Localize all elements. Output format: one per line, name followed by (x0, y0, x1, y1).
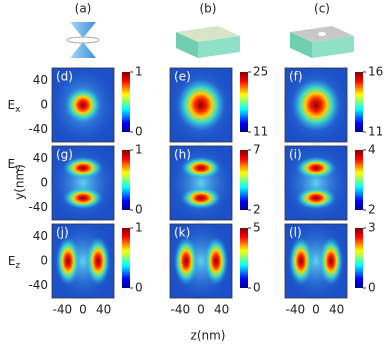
heatmap-frame (284, 67, 348, 143)
heatmap-blob (292, 79, 340, 131)
heatmap-blob (63, 157, 103, 179)
icon-b (176, 26, 240, 58)
row-label: Ex (8, 98, 22, 115)
y-tick-label: -40 (28, 122, 48, 136)
y-tick-label: -40 (28, 278, 48, 292)
row-label-main: E (8, 157, 16, 171)
panel-label: (g) (56, 148, 73, 162)
x-tick-label: -40 (286, 303, 306, 317)
x-tick-label: 40 (214, 303, 229, 317)
panel-label: (l) (289, 226, 302, 240)
heatmap-blob (174, 237, 198, 285)
heatmap-blob (289, 237, 313, 285)
panel-label: (f) (289, 70, 303, 84)
colorbar-tick-label: 3 (368, 221, 376, 235)
colorbar (122, 150, 130, 210)
heatmap-blob (65, 87, 101, 123)
panel-label: (c) (314, 2, 330, 16)
heatmap-frame (51, 145, 115, 221)
icon-a (66, 22, 100, 58)
colorbar-tick-label: 2 (368, 203, 376, 217)
x-axis-label: z(nm) (191, 329, 226, 343)
heatmap-blob (56, 237, 80, 285)
heatmap-blob (319, 237, 343, 285)
row-label-main: E (8, 98, 16, 112)
y-tick-label: 40 (33, 151, 48, 165)
x-tick-label: -40 (171, 303, 191, 317)
colorbar (240, 228, 248, 288)
heatmap-blob (181, 157, 221, 179)
x-tick-label: 40 (96, 303, 111, 317)
heatmap-frame (169, 67, 233, 143)
colorbar-tick-label: 1 (135, 65, 143, 79)
panel-label: (h) (174, 148, 191, 162)
y-tick-label: 0 (40, 98, 48, 112)
heatmap-frame (169, 223, 233, 299)
heatmap-blob (177, 79, 225, 131)
heatmap-frame (169, 145, 233, 221)
heatmap-blob (63, 187, 103, 209)
heatmap-frame (51, 67, 115, 143)
colorbar-tick-label: 4 (368, 143, 376, 157)
colorbar-tick-label: 11 (368, 125, 383, 139)
colorbar-tick-label: 0 (368, 281, 376, 295)
panel-label: (j) (56, 226, 69, 240)
row-label-sub: z (15, 261, 20, 271)
colorbar-tick-label: 0 (135, 125, 143, 139)
colorbar (240, 150, 248, 210)
y-tick-label: 40 (33, 73, 48, 87)
colorbar-tick-label: 0 (135, 281, 143, 295)
colorbar (122, 72, 130, 132)
heatmap-frame (284, 223, 348, 299)
colorbar-tick-label: 0 (135, 203, 143, 217)
heatmap-blob (86, 237, 110, 285)
panel-label: (b) (200, 2, 217, 16)
panel-label: (d) (56, 70, 73, 84)
colorbar (122, 228, 130, 288)
x-tick-label: -40 (53, 303, 73, 317)
y-tick-label: 0 (40, 176, 48, 190)
x-tick-label: 0 (312, 303, 320, 317)
y-tick-label: -40 (28, 200, 48, 214)
panel-label: (i) (289, 148, 302, 162)
heatmap-blob (204, 237, 228, 285)
colorbar-tick-label: 25 (253, 65, 268, 79)
x-tick-label: 40 (329, 303, 344, 317)
panel-label: (a) (75, 2, 92, 16)
row-label-main: E (8, 254, 16, 268)
icon-c (290, 26, 354, 58)
heatmap-blob (296, 187, 336, 209)
y-axis-label: y(nm) (13, 164, 27, 200)
row-label-sub: x (15, 105, 21, 115)
row-label: Ez (8, 254, 21, 271)
x-tick-label: 0 (197, 303, 205, 317)
heatmap-blob (296, 157, 336, 179)
colorbar-tick-label: 11 (253, 125, 268, 139)
colorbar (355, 72, 363, 132)
panel-label: (e) (174, 70, 191, 84)
panel-label: (k) (174, 226, 190, 240)
heatmap-blob (181, 187, 221, 209)
colorbar-tick-label: 0 (253, 281, 261, 295)
colorbar-tick-label: 5 (253, 221, 261, 235)
colorbar-tick-label: 2 (253, 203, 261, 217)
colorbar-tick-label: 1 (135, 221, 143, 235)
row-label-sub: y (15, 164, 21, 174)
colorbar (240, 72, 248, 132)
colorbar (355, 150, 363, 210)
colorbar-tick-label: 16 (368, 65, 383, 79)
heatmap-frame (284, 145, 348, 221)
colorbar (355, 228, 363, 288)
colorbar-tick-label: 7 (253, 143, 261, 157)
heatmap-frame (51, 223, 115, 299)
y-tick-label: 40 (33, 229, 48, 243)
colorbar-tick-label: 1 (135, 143, 143, 157)
y-tick-label: 0 (40, 254, 48, 268)
row-label: Ey (8, 157, 22, 174)
x-tick-label: 0 (79, 303, 87, 317)
